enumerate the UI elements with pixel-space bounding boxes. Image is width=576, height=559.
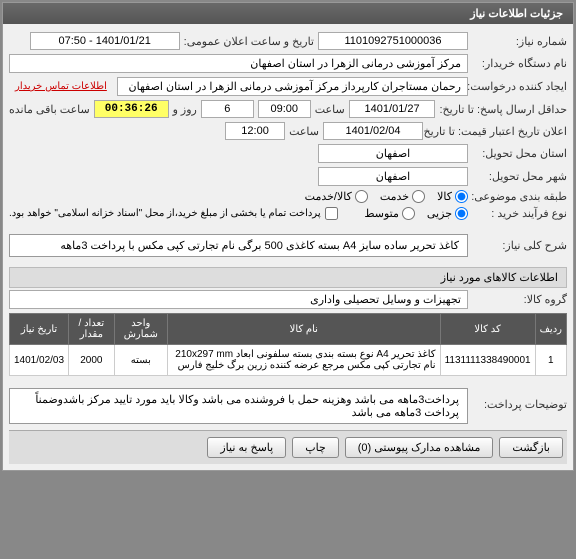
items-section-header: اطلاعات کالاهای مورد نیاز <box>9 267 567 288</box>
time-label-1: ساعت <box>315 103 345 116</box>
table-row[interactable]: 1 1131111338490001 کاغذ تحریر A4 نوع بست… <box>10 345 567 376</box>
pkg-service-radio[interactable] <box>412 190 425 203</box>
buyer-contact-link[interactable]: اطلاعات تماس خریدار <box>9 81 113 92</box>
remaining-label: ساعت باقی مانده <box>9 103 90 116</box>
buy-opt1-radio[interactable] <box>455 207 468 220</box>
th-code: کد کالا <box>440 314 535 345</box>
table-header-row: ردیف کد کالا نام کالا واحد شمارش تعداد /… <box>10 314 567 345</box>
panel-header: جزئیات اطلاعات نیاز <box>3 3 573 24</box>
pkg-radio-group: کالا خدمت کالا/خدمت <box>305 190 468 203</box>
countdown-timer: 00:36:26 <box>94 100 169 118</box>
th-idx: ردیف <box>535 314 566 345</box>
pay-note-checkbox[interactable] <box>325 207 338 220</box>
day-label: روز و <box>173 103 197 116</box>
pkg-both-option[interactable]: کالا/خدمت <box>305 190 368 203</box>
panel-body: شماره نیاز: 1101092751000036 تاریخ و ساع… <box>3 24 573 470</box>
items-table: ردیف کد کالا نام کالا واحد شمارش تعداد /… <box>9 313 567 376</box>
announce-label: تاریخ و ساعت اعلان عمومی: <box>184 35 314 48</box>
credit-time: 12:00 <box>225 122 285 140</box>
buy-opt1[interactable]: جزیی <box>427 207 468 220</box>
button-bar: بازگشت مشاهده مدارک پیوستی (0) چاپ پاسخ … <box>9 430 567 464</box>
th-unit: واحد شمارش <box>114 314 167 345</box>
req-no-value: 1101092751000036 <box>318 32 468 50</box>
cell-name: کاغذ تحریر A4 نوع بسته بندی بسته سلفونی … <box>168 345 441 376</box>
announce-value: 1401/01/21 - 07:50 <box>30 32 180 50</box>
province-label: استان محل تحویل: <box>472 147 567 160</box>
notes-label: توضیحات پرداخت: <box>472 398 567 411</box>
cell-unit: بسته <box>114 345 167 376</box>
cell-code: 1131111338490001 <box>440 345 535 376</box>
pay-note-block: پرداخت تمام یا بخشی از مبلغ خرید،از محل … <box>9 207 338 220</box>
deadline-time: 09:00 <box>258 100 311 118</box>
buy-radio-group: جزیی متوسط <box>364 207 468 220</box>
th-name: نام کالا <box>168 314 441 345</box>
th-qty: تعداد / مقدار <box>69 314 115 345</box>
requirement-details-panel: جزئیات اطلاعات نیاز شماره نیاز: 11010927… <box>2 2 574 471</box>
credit-date: 1401/02/04 <box>323 122 423 140</box>
province-value: اصفهان <box>318 144 468 163</box>
days-left: 6 <box>201 100 254 118</box>
buy-label: نوع فرآیند خرید : <box>472 207 567 220</box>
cell-idx: 1 <box>535 345 566 376</box>
group-value: تجهیزات و وسایل تحصیلی واداری <box>9 290 468 309</box>
th-date: تاریخ نیاز <box>10 314 69 345</box>
buyer-label: نام دستگاه خریدار: <box>472 57 567 70</box>
pkg-service-option[interactable]: خدمت <box>380 190 425 203</box>
creator-label: ایجاد کننده درخواست: <box>472 80 567 93</box>
credit-label: اعلان تاریخ اعتبار قیمت: تا تاریخ: <box>427 125 567 138</box>
pay-note-text: پرداخت تمام یا بخشی از مبلغ خرید،از محل … <box>9 208 321 219</box>
group-label: گروه کالا: <box>472 293 567 306</box>
buy-opt2[interactable]: متوسط <box>364 207 415 220</box>
pkg-both-radio[interactable] <box>355 190 368 203</box>
print-button[interactable]: چاپ <box>292 437 339 458</box>
back-button[interactable]: بازگشت <box>499 437 563 458</box>
pkg-label: طبقه بندی موضوعی: <box>472 190 567 203</box>
deadline-date: 1401/01/27 <box>349 100 436 118</box>
req-no-label: شماره نیاز: <box>472 35 567 48</box>
city-label: شهر محل تحویل: <box>472 170 567 183</box>
deadline-label: حداقل ارسال پاسخ: تا تاریخ: <box>439 103 567 116</box>
notes-value: پرداخت3ماهه می باشد وهزینه حمل با فروشند… <box>9 388 468 424</box>
buy-opt2-radio[interactable] <box>402 207 415 220</box>
desc-label: شرح کلی نیاز: <box>472 239 567 252</box>
panel-title: جزئیات اطلاعات نیاز <box>470 8 563 20</box>
pkg-goods-radio[interactable] <box>455 190 468 203</box>
desc-value: کاغذ تحریر ساده سایز A4 بسته کاغذی 500 ب… <box>9 234 468 257</box>
reply-button[interactable]: پاسخ به نیاز <box>207 437 286 458</box>
buyer-value: مرکز آموزشی درمانی الزهرا در استان اصفها… <box>9 54 468 73</box>
cell-qty: 2000 <box>69 345 115 376</box>
pkg-goods-option[interactable]: کالا <box>437 190 468 203</box>
attachments-button[interactable]: مشاهده مدارک پیوستی (0) <box>345 437 494 458</box>
cell-date: 1401/02/03 <box>10 345 69 376</box>
creator-value: رحمان مستاجران کارپرداز مرکز آموزشی درما… <box>117 77 468 96</box>
city-value: اصفهان <box>318 167 468 186</box>
time-label-2: ساعت <box>289 125 319 138</box>
